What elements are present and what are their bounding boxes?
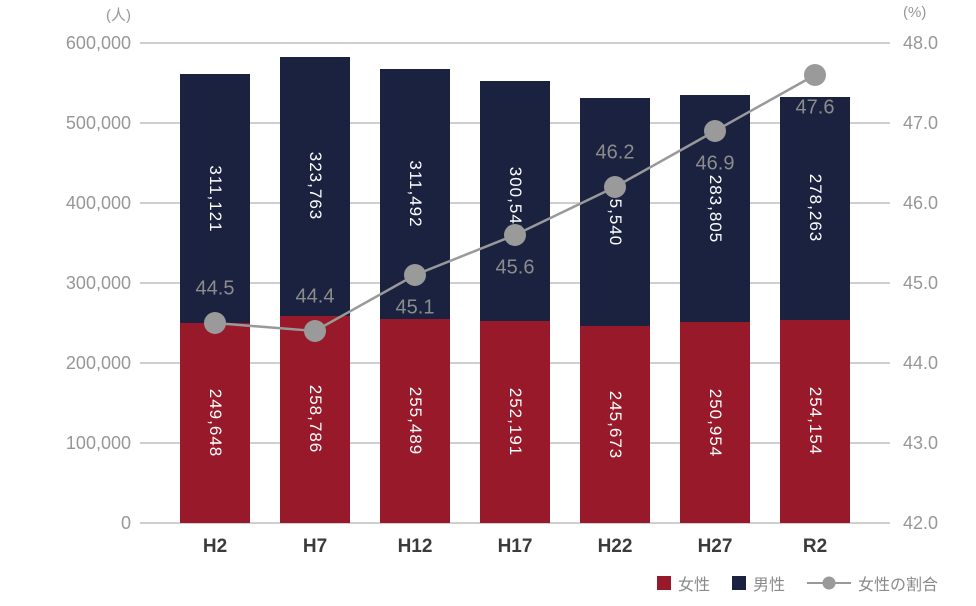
legend-swatch-male-icon <box>731 576 746 590</box>
ratio-label-R2: 47.6 <box>795 96 835 119</box>
ratio-dot-R2 <box>804 64 826 86</box>
x-label-R2: R2 <box>802 536 828 557</box>
x-label-H12: H12 <box>397 536 433 557</box>
ratio-label-H27: 46.9 <box>695 152 735 175</box>
x-label-H7: H7 <box>302 536 328 557</box>
ratio-label-H7: 44.4 <box>295 285 335 308</box>
bar-label-female-H22: 245,673 <box>606 390 625 459</box>
bar-label-female-H2: 249,648 <box>206 388 225 458</box>
legend-item-female: 女性 <box>656 571 710 595</box>
x-label-H2: H2 <box>202 536 228 557</box>
bar-label-male-H27: 283,805 <box>706 174 725 243</box>
bar-label-female-R2: 254,154 <box>806 387 825 456</box>
right-tick-48.0: 48.0 <box>903 33 939 53</box>
bar-female-R2 <box>780 319 850 523</box>
right-tick-42.0: 42.0 <box>903 513 939 533</box>
bar-female-H12 <box>380 318 450 523</box>
legend: 女性 男性 女性の割合 <box>656 571 938 595</box>
bar-label-male-H7: 323,763 <box>306 152 325 221</box>
gridline-600000 <box>140 42 890 44</box>
right-tick-46.0: 46.0 <box>903 193 939 213</box>
legend-label-male: 男性 <box>752 577 785 594</box>
bar-label-female-H12: 255,489 <box>406 386 425 456</box>
x-label-H17: H17 <box>497 536 533 557</box>
ratio-label-H22: 46.2 <box>595 141 635 164</box>
right-axis-title: (%) <box>903 4 927 21</box>
bar-female-H27 <box>680 322 750 523</box>
ratio-label-H12: 45.1 <box>395 296 435 319</box>
bar-female-H17 <box>480 321 550 523</box>
left-tick-500000: 500,000 <box>65 113 131 133</box>
left-tick-200000: 200,000 <box>65 353 131 373</box>
left-tick-600000: 600,000 <box>65 33 131 53</box>
bar-label-male-R2: 278,263 <box>806 174 825 243</box>
right-tick-43.0: 43.0 <box>903 433 939 453</box>
right-tick-44.0: 44.0 <box>903 353 939 373</box>
right-tick-47.0: 47.0 <box>903 113 939 133</box>
x-label-H22: H22 <box>597 536 633 557</box>
bar-female-H22 <box>580 326 650 523</box>
left-tick-100000: 100,000 <box>65 433 131 453</box>
bar-female-H7 <box>280 315 350 523</box>
gridline-0 <box>140 522 890 524</box>
bar-label-female-H7: 258,786 <box>306 385 325 454</box>
legend-swatch-female-ratio-icon <box>806 576 851 590</box>
bar-female-H2 <box>180 323 250 523</box>
x-label-H27: H27 <box>697 536 733 557</box>
bar-label-male-H17: 300,547 <box>506 166 525 236</box>
left-tick-300000: 300,000 <box>65 273 131 293</box>
bar-label-female-H17: 252,191 <box>506 387 525 457</box>
legend-label-female: 女性 <box>677 577 710 594</box>
right-tick-45.0: 45.0 <box>903 273 939 293</box>
legend-item-male: 男性 <box>731 571 785 595</box>
bar-label-male-H12: 311,492 <box>406 160 425 228</box>
legend-item-female-ratio: 女性の割合 <box>806 571 938 595</box>
legend-label-female-ratio: 女性の割合 <box>857 577 938 594</box>
bar-label-male-H22: 285,540 <box>606 178 625 247</box>
legend-swatch-female-icon <box>656 576 671 590</box>
left-tick-400000: 400,000 <box>65 193 131 213</box>
ratio-label-H17: 45.6 <box>495 256 535 279</box>
ratio-label-H2: 44.5 <box>195 277 235 300</box>
left-axis-title: (人) <box>106 7 131 24</box>
bar-label-male-H2: 311,121 <box>206 165 225 233</box>
bar-label-female-H27: 250,954 <box>706 388 725 457</box>
left-tick-0: 0 <box>120 513 131 533</box>
